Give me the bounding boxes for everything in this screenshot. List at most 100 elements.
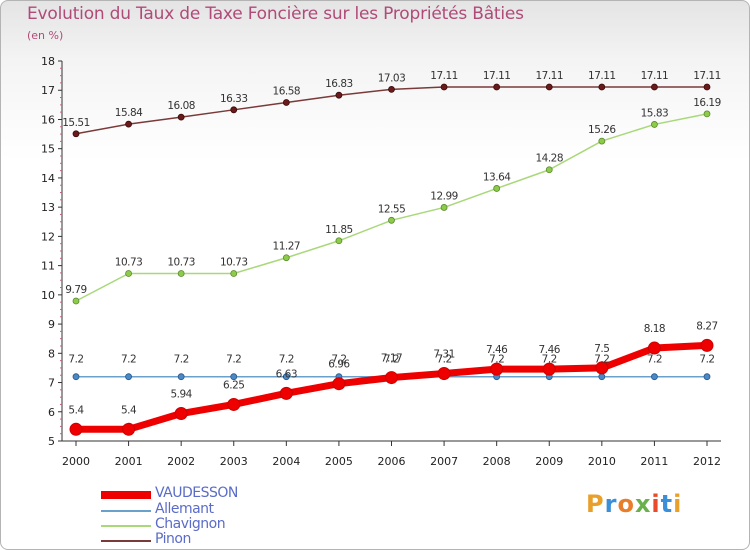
data-point-vaudesson — [437, 366, 451, 380]
data-label-pinon: 17.03 — [378, 72, 406, 84]
data-label-pinon: 16.33 — [220, 93, 248, 105]
data-label-pinon: 17.11 — [483, 70, 511, 82]
data-point-chavignon — [335, 237, 343, 245]
data-point-pinon — [598, 83, 606, 91]
data-label-vaudesson: 7.17 — [381, 353, 402, 365]
data-point-pinon — [177, 113, 185, 121]
data-point-pinon — [282, 99, 290, 106]
chart-title: Evolution du Taux de Taxe Foncière sur l… — [27, 4, 524, 24]
data-point-allemant — [230, 373, 238, 381]
data-point-vaudesson — [227, 397, 241, 411]
logo-letter: o — [617, 490, 635, 518]
logo-letter: P — [586, 490, 605, 518]
data-point-vaudesson — [647, 341, 661, 355]
data-label-allemant: 7.2 — [699, 354, 714, 366]
data-label-chavignon: 16.19 — [693, 97, 721, 109]
legend-swatch-pinon — [101, 540, 151, 542]
data-point-pinon — [125, 120, 132, 128]
data-label-chavignon: 11.85 — [325, 224, 353, 236]
x-tick-label: 2005 — [325, 455, 353, 468]
data-point-pinon — [493, 83, 501, 91]
x-tick-label: 2006 — [378, 455, 406, 468]
y-tick-label: 17 — [41, 84, 55, 97]
data-label-pinon: 16.83 — [325, 78, 353, 90]
data-label-pinon: 17.11 — [588, 70, 616, 82]
data-point-vaudesson — [700, 338, 714, 352]
legend-label-pinon: Pinon — [155, 531, 191, 547]
data-point-pinon — [230, 106, 238, 114]
data-point-vaudesson — [542, 362, 556, 376]
data-label-allemant: 7.2 — [174, 354, 189, 366]
data-label-chavignon: 9.79 — [65, 284, 86, 296]
data-point-allemant — [125, 373, 132, 381]
logo-letter: x — [634, 490, 652, 518]
legend-swatch-allemant — [101, 510, 151, 512]
data-point-vaudesson — [490, 362, 504, 376]
data-point-chavignon — [651, 121, 658, 128]
y-tick-label: 18 — [41, 55, 55, 68]
data-point-chavignon — [388, 216, 395, 224]
data-label-vaudesson: 5.4 — [121, 404, 137, 416]
data-label-vaudesson: 5.4 — [68, 404, 84, 416]
data-label-vaudesson: 6.96 — [328, 359, 350, 371]
data-label-pinon: 16.08 — [167, 100, 195, 112]
y-tick-label: 6 — [48, 406, 55, 419]
data-point-pinon — [545, 83, 553, 91]
legend-label-chavignon: Chavignon — [155, 516, 226, 532]
data-label-vaudesson: 7.46 — [486, 344, 508, 356]
data-label-pinon: 17.11 — [641, 70, 669, 82]
x-tick-label: 2010 — [588, 455, 616, 468]
y-tick-label: 14 — [41, 172, 55, 185]
data-point-chavignon — [440, 204, 448, 211]
data-point-vaudesson — [122, 422, 136, 436]
data-point-pinon — [651, 83, 658, 91]
data-label-vaudesson: 8.18 — [644, 323, 665, 335]
legend-label-allemant: Allemant — [155, 501, 214, 517]
data-point-allemant — [703, 373, 711, 381]
data-point-allemant — [651, 373, 658, 381]
data-label-vaudesson: 5.94 — [170, 389, 192, 401]
x-tick-label: 2003 — [220, 455, 248, 468]
data-label-allemant: 7.2 — [279, 354, 294, 366]
logo-letter: i — [651, 490, 661, 518]
data-label-chavignon: 12.99 — [430, 190, 458, 202]
y-tick-label: 7 — [48, 377, 55, 390]
data-point-vaudesson — [595, 361, 609, 375]
data-point-pinon — [388, 85, 395, 93]
data-label-pinon: 15.84 — [115, 107, 143, 119]
data-point-allemant — [177, 373, 185, 381]
data-point-chavignon — [72, 297, 80, 305]
x-tick-label: 2007 — [430, 455, 458, 468]
data-label-allemant: 7.2 — [384, 354, 399, 366]
data-point-vaudesson — [332, 377, 346, 391]
logo-letter: i — [673, 490, 683, 518]
logo-letter: r — [604, 490, 618, 518]
data-point-allemant — [72, 373, 80, 381]
data-label-chavignon: 11.27 — [273, 241, 301, 253]
y-tick-label: 5 — [48, 435, 55, 448]
data-point-chavignon — [282, 254, 290, 262]
x-tick-label: 2008 — [483, 455, 511, 468]
data-point-chavignon — [598, 137, 606, 145]
x-tick-label: 2012 — [693, 455, 721, 468]
data-label-pinon: 17.11 — [693, 70, 721, 82]
legend-swatch-chavignon — [101, 525, 151, 527]
logo-letter: t — [660, 490, 674, 518]
legend-label-vaudesson: VAUDESSON — [155, 485, 238, 501]
data-label-allemant: 7.2 — [331, 354, 346, 366]
data-point-vaudesson — [69, 422, 83, 436]
data-label-vaudesson: 7.5 — [594, 343, 609, 355]
data-label-vaudesson: 6.25 — [223, 379, 244, 391]
data-point-pinon — [440, 83, 448, 91]
data-label-allemant: 7.2 — [489, 354, 504, 366]
data-point-chavignon — [125, 270, 132, 277]
data-label-allemant: 7.2 — [121, 354, 136, 366]
data-label-chavignon: 15.83 — [641, 107, 669, 119]
data-label-vaudesson: 7.46 — [539, 344, 561, 356]
data-point-vaudesson — [174, 407, 188, 421]
y-tick-label: 16 — [41, 113, 55, 126]
y-tick-label: 8 — [48, 347, 55, 360]
y-tick-label: 10 — [41, 289, 55, 302]
legend-swatch-vaudesson — [101, 491, 151, 499]
